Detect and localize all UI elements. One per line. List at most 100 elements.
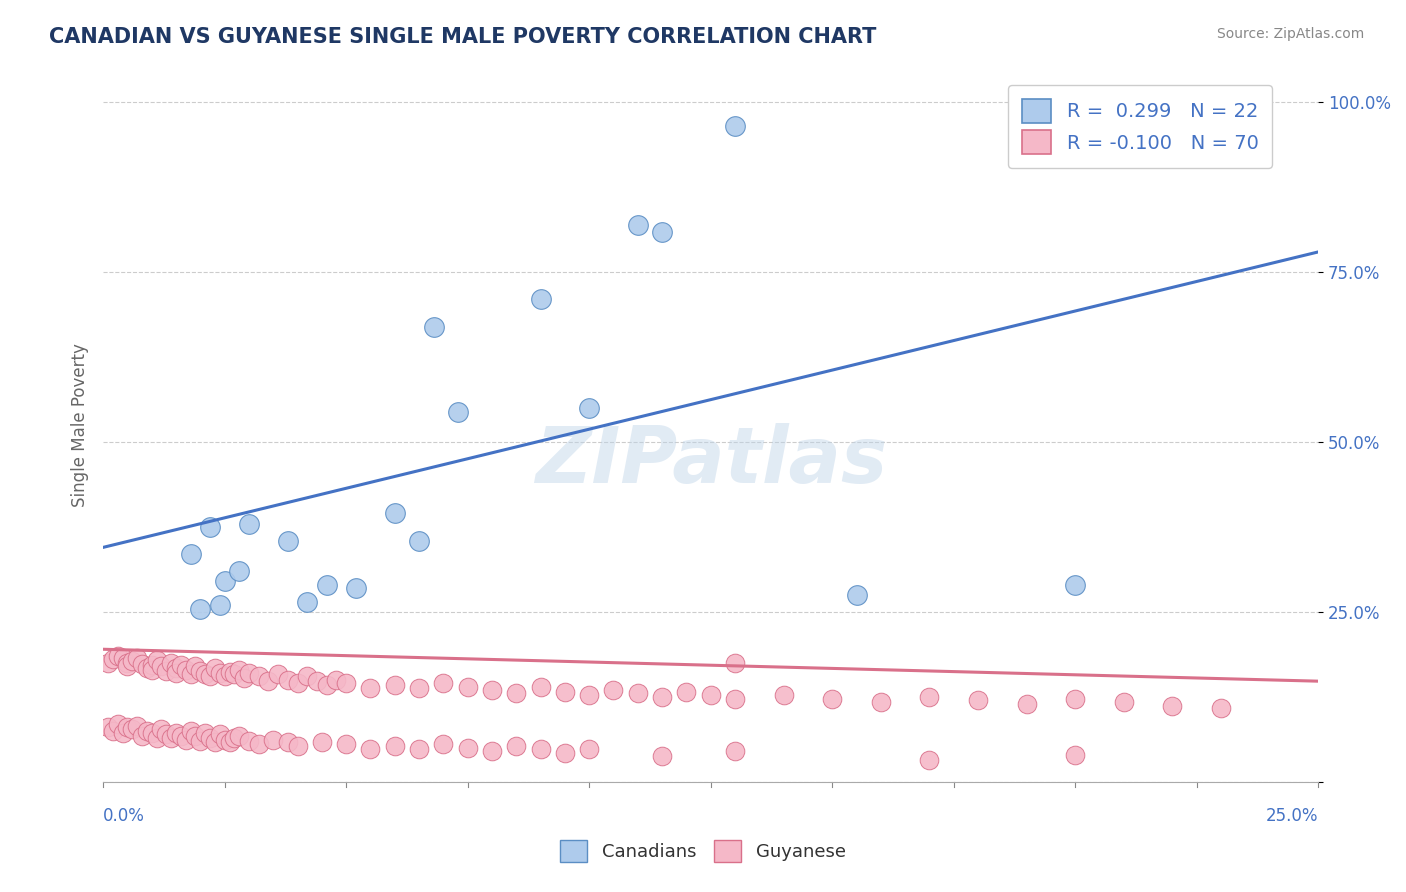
Point (457, 740, 479, 755)
Point (918, 690, 941, 704)
Point (117, 659, 139, 673)
Point (117, 720, 139, 734)
Point (188, 734, 211, 748)
Point (432, 676, 454, 690)
Point (214, 669, 236, 683)
Point (384, 507, 406, 521)
Point (287, 676, 309, 690)
Point (305, 674, 328, 689)
Point (1161, 698, 1184, 713)
Point (218, 735, 240, 749)
Point (335, 737, 357, 751)
Point (821, 691, 844, 706)
Point (578, 688, 600, 702)
Point (602, 683, 624, 698)
Point (141, 657, 163, 672)
Point (214, 732, 236, 747)
Point (184, 659, 207, 673)
Point (117, 656, 139, 670)
Point (772, 688, 794, 702)
Point (408, 533, 430, 548)
Point (238, 516, 260, 531)
Legend: R =  0.299   N = 22, R = -0.100   N = 70: R = 0.299 N = 22, R = -0.100 N = 70 (1008, 86, 1272, 168)
Text: 0.0%: 0.0% (103, 807, 145, 825)
Point (277, 735, 299, 749)
Point (111, 651, 134, 665)
Point (651, 690, 673, 704)
Point (505, 739, 527, 754)
Point (188, 664, 211, 678)
Point (233, 672, 256, 686)
Point (160, 731, 183, 745)
Point (578, 401, 600, 416)
Point (141, 663, 163, 677)
Point (107, 648, 129, 663)
Point (918, 753, 941, 767)
Point (121, 654, 143, 668)
Point (160, 656, 183, 670)
Point (529, 742, 551, 756)
Point (627, 686, 650, 700)
Text: 25.0%: 25.0% (1265, 807, 1319, 825)
Point (135, 723, 157, 738)
Point (505, 686, 527, 700)
Point (408, 742, 430, 756)
Point (111, 726, 134, 740)
Point (481, 744, 503, 758)
Point (170, 729, 193, 743)
Point (107, 717, 129, 731)
Point (297, 595, 319, 609)
Text: Source: ZipAtlas.com: Source: ZipAtlas.com (1216, 27, 1364, 41)
Point (297, 669, 319, 683)
Point (180, 723, 202, 738)
Point (184, 729, 207, 743)
Point (198, 520, 221, 534)
Point (1064, 578, 1087, 592)
Point (651, 748, 673, 763)
Point (529, 293, 551, 307)
Point (208, 666, 231, 681)
Point (228, 729, 250, 743)
Point (218, 665, 240, 679)
Point (101, 652, 124, 666)
Point (359, 742, 381, 756)
Point (287, 739, 309, 754)
Point (204, 660, 226, 674)
Point (224, 667, 246, 681)
Point (194, 726, 217, 740)
Point (180, 547, 202, 561)
Point (155, 664, 177, 678)
Point (335, 676, 357, 690)
Point (699, 688, 721, 702)
Point (247, 737, 270, 751)
Point (121, 722, 143, 736)
Point (967, 693, 990, 707)
Point (204, 735, 226, 749)
Point (1112, 694, 1135, 708)
Point (447, 404, 470, 418)
Point (578, 742, 600, 756)
Point (101, 723, 124, 738)
Point (194, 667, 217, 681)
Point (267, 667, 290, 681)
Point (344, 581, 367, 595)
Point (228, 663, 250, 677)
Point (675, 685, 697, 699)
Point (311, 735, 333, 749)
Point (174, 663, 197, 677)
Point (247, 669, 270, 683)
Point (145, 653, 167, 667)
Point (724, 744, 747, 758)
Point (422, 319, 444, 334)
Point (724, 656, 747, 670)
Point (180, 667, 202, 681)
Point (845, 588, 868, 602)
Point (198, 669, 221, 683)
Text: CANADIAN VS GUYANESE SINGLE MALE POVERTY CORRELATION CHART: CANADIAN VS GUYANESE SINGLE MALE POVERTY… (49, 27, 876, 46)
Point (257, 674, 280, 689)
Point (150, 659, 173, 673)
Point (529, 680, 551, 694)
Point (224, 731, 246, 745)
Point (384, 739, 406, 754)
Point (432, 737, 454, 751)
